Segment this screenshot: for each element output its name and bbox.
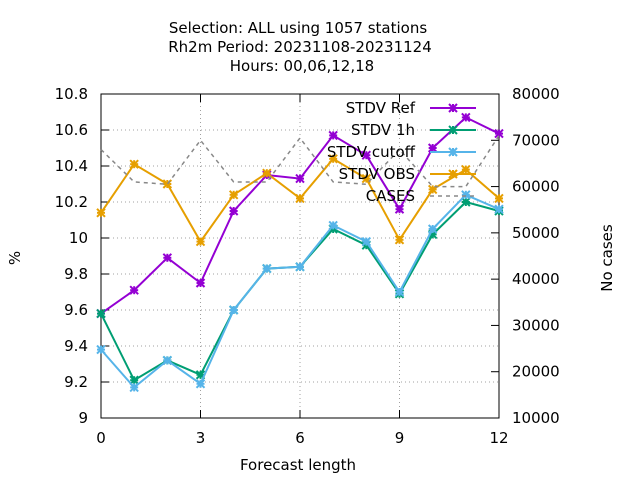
y-tick-label: 9.6 [64, 301, 88, 319]
data-point-stdv-cutoff [228, 305, 239, 315]
data-point-stdv-cutoff [361, 236, 372, 247]
legend-label-cases: CASES [366, 187, 415, 205]
chart-title: Selection: ALL using 1057 stations Rh2m … [168, 19, 432, 75]
data-point-stdv-obs [328, 154, 338, 164]
y2-tick-label: 60000 [512, 178, 560, 196]
data-point-stdv-1h [96, 308, 106, 319]
chart-title-line-2: Rh2m Period: 20231108-20231124 [168, 38, 432, 56]
legend-marker-stdv-obs [448, 169, 458, 179]
data-point-stdv-cutoff [262, 263, 272, 274]
y-tick-label: 10.2 [55, 193, 88, 211]
legend-label-stdv-obs: STDV OBS [339, 165, 415, 183]
y-tick-label: 9.8 [64, 265, 88, 283]
data-point-stdv-cutoff [394, 287, 405, 297]
data-point-stdv-cutoff [295, 262, 305, 272]
y-axis-label: % [6, 251, 24, 265]
chart-title-line-1: Selection: ALL using 1057 stations [169, 19, 428, 37]
y2-axis-label: No cases [598, 224, 616, 292]
legend-label-stdv-ref: STDV Ref [346, 99, 416, 117]
data-point-stdv-cutoff [96, 344, 106, 355]
legend-entry-stdv-cutoff: STDV cutoff [327, 143, 476, 161]
legend-label-stdv-cutoff: STDV cutoff [327, 143, 416, 161]
y-tick-label: 9.2 [64, 373, 88, 391]
data-point-stdv-ref [427, 143, 438, 153]
y-tick-label: 10.4 [55, 157, 88, 175]
data-point-stdv-ref [361, 150, 372, 160]
legend-marker-stdv-cutoff [448, 147, 458, 157]
data-point-stdv-ref [394, 204, 405, 214]
data-point-stdv-obs [461, 164, 471, 175]
chart-title-line-3: Hours: 00,06,12,18 [230, 57, 374, 75]
data-point-stdv-obs [195, 236, 206, 247]
data-point-stdv-ref [328, 130, 338, 141]
data-point-stdv-ref [228, 206, 239, 216]
data-point-stdv-ref [461, 112, 471, 123]
x-tick-label: 6 [295, 429, 305, 447]
legend-marker-stdv-1h [448, 125, 458, 135]
data-point-stdv-cutoff [195, 379, 206, 389]
data-point-stdv-obs [228, 190, 239, 200]
data-point-stdv-obs [295, 193, 305, 204]
data-point-stdv-cutoff [129, 382, 139, 393]
y2-tick-label: 80000 [512, 85, 560, 103]
legend-label-stdv-1h: STDV 1h [351, 121, 415, 139]
legend-entry-stdv-ref: STDV Ref [346, 99, 476, 117]
y-tick-label: 9.4 [64, 337, 88, 355]
legend: STDV Ref STDV 1h STDV cutoff STDV OBS CASES [327, 99, 476, 205]
x-tick-label: 3 [196, 429, 206, 447]
legend-entry-cases: CASES [366, 187, 476, 205]
y2-tick-label: 40000 [512, 270, 560, 288]
legend-entry-stdv-1h: STDV 1h [351, 121, 476, 139]
y-tick-label: 10 [69, 229, 88, 247]
y-tick-label: 10.6 [55, 121, 88, 139]
y2-tick-label: 20000 [512, 363, 560, 381]
data-point-stdv-cutoff [162, 355, 173, 366]
x-tick-label: 9 [395, 429, 405, 447]
y2-tick-label: 10000 [512, 409, 560, 427]
data-point-stdv-cutoff [494, 204, 504, 214]
legend-marker-stdv-ref [448, 103, 458, 113]
data-point-stdv-obs [96, 208, 106, 218]
x-tick-label: 0 [96, 429, 106, 447]
axis-ticks: 9 9.2 9.4 9.6 9.8 10 10.2 10.4 10.6 10.8 10000 2000… [55, 85, 560, 447]
data-point-stdv-cutoff [461, 190, 471, 200]
series-stdv-cutoff [96, 190, 504, 393]
series-line-stdv-1h [100, 200, 500, 382]
data-point-stdv-obs [394, 235, 405, 245]
data-point-stdv-ref [195, 278, 206, 288]
x-tick-label: 12 [489, 429, 508, 447]
series-stdv-1h [96, 197, 504, 385]
y2-tick-label: 70000 [512, 131, 560, 149]
data-point-stdv-ref [295, 173, 305, 184]
y-tick-label: 10.8 [55, 85, 88, 103]
x-axis-label: Forecast length [240, 456, 356, 474]
data-point-stdv-1h [461, 197, 471, 207]
y2-tick-label: 50000 [512, 224, 560, 242]
y2-tick-label: 30000 [512, 316, 560, 334]
data-point-stdv-ref [129, 285, 139, 295]
data-point-stdv-cutoff [328, 220, 338, 231]
data-point-stdv-obs [262, 168, 272, 178]
legend-entry-stdv-obs: STDV OBS [339, 165, 476, 183]
data-point-stdv-cutoff [427, 224, 438, 234]
data-point-stdv-obs [129, 159, 139, 169]
data-point-stdv-obs [494, 193, 504, 204]
y-tick-label: 9 [78, 409, 88, 427]
series-layer [96, 112, 504, 393]
series-stdv-obs [96, 154, 504, 247]
data-point-stdv-ref [162, 253, 173, 263]
